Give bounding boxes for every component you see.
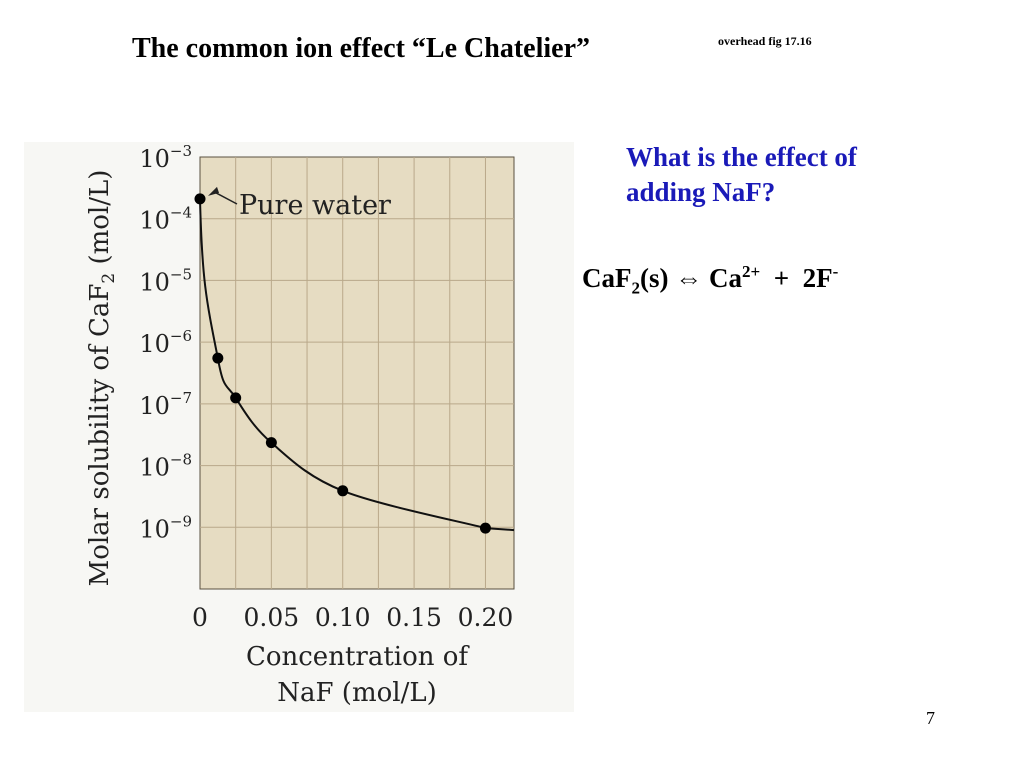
annotation-pure-water: Pure water (239, 190, 391, 221)
plot-area (199, 156, 515, 590)
equilibrium-arrow-icon: ⇔ (675, 263, 703, 293)
y-tick-label: 10−3 (139, 142, 192, 173)
equation-fluoride-charge: - (832, 262, 839, 281)
equation-calcium-charge: 2+ (742, 262, 761, 281)
y-axis-label: Molar solubility of CaF2 (mol/L) (85, 170, 119, 587)
y-tick-exponent: −3 (170, 142, 192, 160)
solubility-chart-svg: 10−310−410−510−610−710−810−90 0.05 0.10 0.1… (24, 142, 574, 712)
slide-title: The common ion effect “Le Chatelier” (132, 33, 590, 64)
solubility-chart: 10−3 10−4 10−5 10−6 10−7 10−8 10−9 0 0.05 0.10 0.1… (24, 142, 574, 712)
equation-product-fluoride: 2F (802, 263, 833, 293)
y-axis-label-subscript: 2 (99, 273, 119, 284)
x-tick-label: 0.05 (244, 603, 300, 632)
y-tick-exponent: −6 (170, 327, 192, 345)
y-tick-label: 10−5 (139, 265, 192, 296)
y-tick-base: 10 (139, 268, 170, 296)
y-tick-label: 10−8 (139, 451, 192, 482)
equation-reactant-state: (s) (640, 263, 669, 293)
equilibrium-equation: CaF2(s) ⇔ Ca2+ + 2F- (582, 262, 838, 298)
x-tick-label: 0.20 (458, 603, 514, 632)
equation-reactant-subscript: 2 (631, 278, 641, 298)
y-tick-exponent: −4 (170, 204, 192, 222)
y-tick-label: 10−9 (139, 512, 192, 543)
y-tick-base: 10 (139, 330, 170, 358)
data-point (194, 193, 206, 205)
y-tick-exponent: −9 (170, 512, 192, 530)
page-number: 7 (926, 708, 935, 728)
equation-plus: + (773, 263, 790, 293)
equation-reactant: CaF (582, 263, 632, 293)
x-tick-label: 0.15 (386, 603, 442, 632)
y-axis-label-unit: (mol/L) (85, 170, 115, 273)
annotation-arrow-head-icon (208, 186, 219, 196)
x-axis-label-line-1: Concentration of (246, 642, 470, 672)
question-line-2: adding NaF? (626, 177, 776, 208)
annotation-arrow-line (213, 191, 238, 205)
data-point (337, 485, 349, 497)
y-tick-base: 10 (139, 454, 170, 482)
question-line-1: What is the effect of (626, 142, 857, 172)
y-axis-label-text: Molar solubility of CaF (85, 284, 115, 587)
y-tick-label: 10−4 (139, 204, 192, 235)
question-text: What is the effect of adding NaF? (626, 140, 946, 210)
y-tick-base: 10 (139, 207, 170, 235)
equation-product-calcium: Ca (709, 263, 742, 293)
figure-reference-note: overhead fig 17.16 (718, 34, 812, 48)
data-point (265, 437, 277, 449)
data-point (230, 392, 242, 404)
y-tick-base: 10 (139, 392, 170, 420)
y-tick-label: 10−6 (139, 327, 192, 358)
y-tick-exponent: −5 (170, 265, 192, 283)
y-tick-base: 10 (139, 515, 170, 543)
y-tick-label: 10−7 (139, 389, 192, 420)
x-axis-label-line-2: NaF (mol/L) (277, 678, 437, 708)
y-tick-base: 10 (139, 145, 170, 173)
solubility-curve-line (199, 198, 515, 532)
y-tick-exponent: −8 (170, 451, 192, 469)
x-tick-label: 0 (192, 603, 208, 632)
data-point (212, 352, 224, 364)
data-point (479, 522, 491, 534)
y-tick-exponent: −7 (170, 389, 192, 407)
x-tick-label: 0.10 (315, 603, 371, 632)
